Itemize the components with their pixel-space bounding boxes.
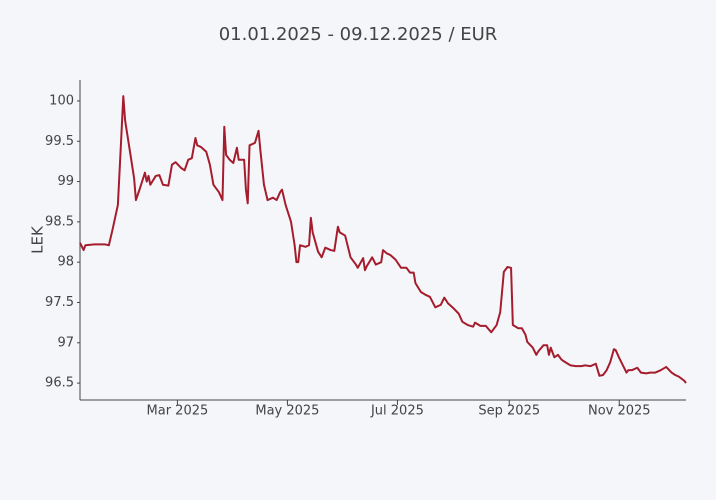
y-tick-label: 98.5 xyxy=(45,214,74,229)
x-tick-label: May 2025 xyxy=(255,404,319,419)
price-line xyxy=(79,95,687,384)
y-tick-label: 99 xyxy=(57,174,74,189)
x-tick-label: Sep 2025 xyxy=(478,404,540,419)
x-tick-label: Nov 2025 xyxy=(588,404,651,419)
x-tick-label: Mar 2025 xyxy=(147,404,209,419)
y-tick-label: 96.5 xyxy=(45,376,74,391)
y-tick-label: 97 xyxy=(57,335,74,350)
x-tick-label: Jul 2025 xyxy=(370,404,424,419)
y-tick-label: 99.5 xyxy=(45,134,74,149)
chart-title: 01.01.2025 - 09.12.2025 / EUR xyxy=(219,24,498,45)
y-tick-label: 97.5 xyxy=(45,295,74,310)
y-axis-label: LEK xyxy=(29,225,47,254)
y-tick-label: 100 xyxy=(49,93,74,108)
y-tick-label: 98 xyxy=(57,255,74,270)
